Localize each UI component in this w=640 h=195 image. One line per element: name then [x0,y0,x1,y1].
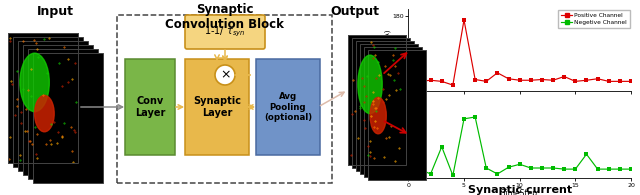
FancyBboxPatch shape [8,33,78,163]
Text: 1-1/ $\tau_{syn}$: 1-1/ $\tau_{syn}$ [204,25,246,39]
Legend: Positive Channel, Negetive Channel: Positive Channel, Negetive Channel [558,10,630,28]
FancyBboxPatch shape [368,50,426,180]
FancyBboxPatch shape [348,35,406,165]
Text: Input: Input [37,5,74,18]
Text: $\times$: $\times$ [220,68,230,82]
FancyBboxPatch shape [28,49,98,179]
Text: Synaptic
Layer: Synaptic Layer [193,96,241,118]
Text: Output: Output [330,5,380,18]
FancyBboxPatch shape [352,38,410,168]
FancyBboxPatch shape [125,59,175,155]
Text: Synaptic
Convolution Block: Synaptic Convolution Block [165,3,284,31]
Y-axis label: Current(μA): Current(μA) [385,28,391,71]
Text: Avg
Pooling
(optional): Avg Pooling (optional) [264,92,312,122]
FancyBboxPatch shape [13,37,83,167]
Ellipse shape [20,53,49,112]
FancyBboxPatch shape [356,41,414,171]
FancyBboxPatch shape [18,41,88,171]
FancyBboxPatch shape [33,53,103,183]
FancyBboxPatch shape [364,47,422,177]
X-axis label: TimeStep: TimeStep [502,189,538,195]
FancyBboxPatch shape [360,44,418,174]
FancyBboxPatch shape [185,15,265,49]
Ellipse shape [35,95,54,132]
Text: Conv
Layer: Conv Layer [135,96,165,118]
Text: Synaptic current: Synaptic current [468,185,572,195]
Ellipse shape [370,97,387,134]
Ellipse shape [358,55,382,114]
FancyBboxPatch shape [256,59,320,155]
Y-axis label: Current(μA): Current(μA) [385,116,391,159]
FancyBboxPatch shape [185,59,249,155]
FancyBboxPatch shape [23,45,93,175]
Circle shape [215,65,235,85]
